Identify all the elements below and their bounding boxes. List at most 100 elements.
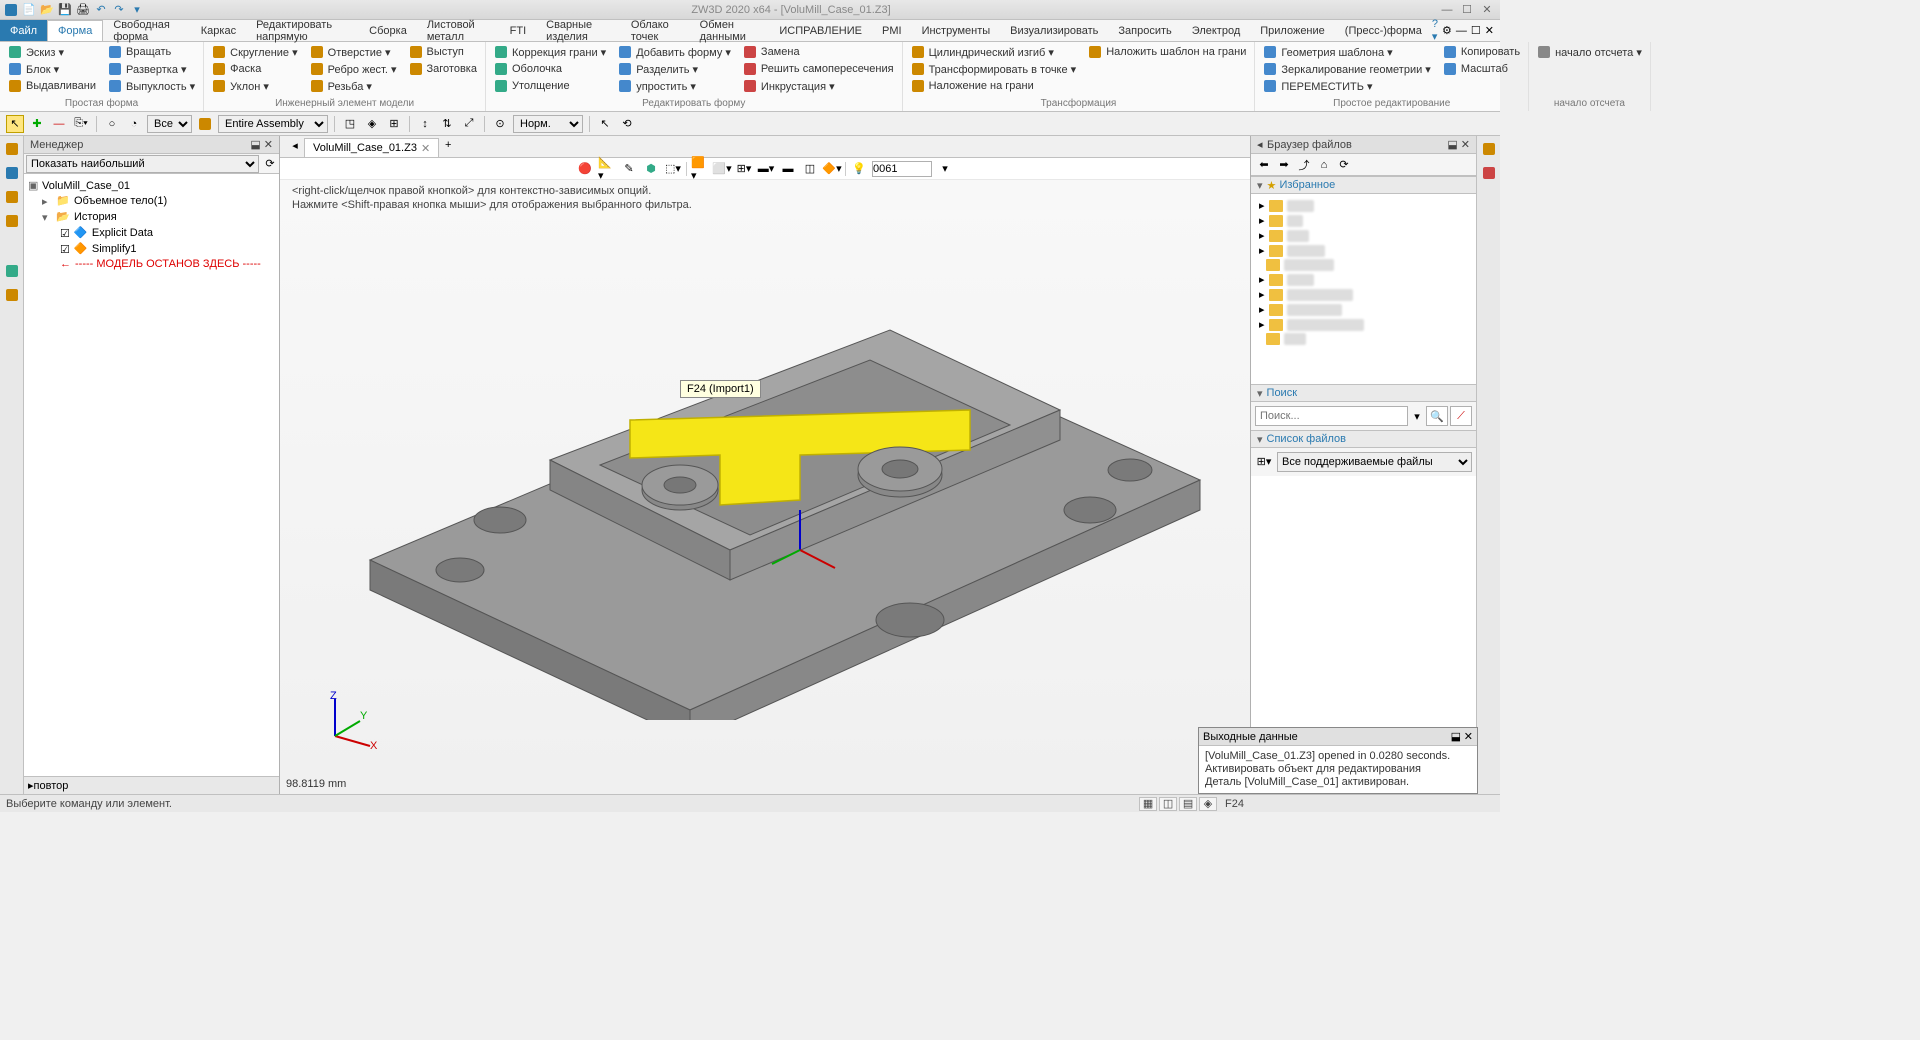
vt-icon[interactable]: ✎	[620, 160, 638, 178]
search-input[interactable]	[1255, 406, 1408, 426]
vt-icon[interactable]: ⬚▾	[664, 160, 682, 178]
tab-(пресс-)форма[interactable]: (Пресс-)форма	[1335, 20, 1432, 41]
tab-исправление[interactable]: ИСПРАВЛЕНИЕ	[769, 20, 872, 41]
search-section[interactable]: ▾Поиск	[1251, 384, 1476, 402]
mode-select[interactable]: Норм.	[513, 115, 583, 133]
left-footer[interactable]: ▸ повтор	[24, 776, 279, 794]
sphere-icon[interactable]: ◔	[125, 115, 143, 133]
ribbon-cmd[interactable]: Цилиндрический изгиб ▾	[909, 44, 1079, 60]
ribbon-cmd[interactable]: Коррекция грани ▾	[492, 44, 608, 60]
vt-icon[interactable]: ◫	[801, 160, 819, 178]
panel-pin-icon[interactable]: ⬓ ✕	[250, 138, 273, 151]
ribbon-cmd[interactable]: Выступ	[407, 44, 479, 60]
vt-icon[interactable]: ▬	[779, 160, 797, 178]
mdi-close-icon[interactable]: ✕	[1485, 24, 1494, 37]
tab-форма[interactable]: Форма	[47, 20, 103, 41]
sb-icon[interactable]: ▤	[1179, 797, 1197, 811]
vt-icon[interactable]: ⬢	[642, 160, 660, 178]
sb-icon[interactable]: ▦	[1139, 797, 1157, 811]
ribbon-cmd[interactable]: Копировать	[1441, 44, 1522, 60]
save-icon[interactable]: 💾	[58, 3, 72, 17]
tree-stop[interactable]: ←----- МОДЕЛЬ ОСТАНОВ ЗДЕСЬ -----	[28, 257, 275, 271]
right-icon-2[interactable]	[1480, 164, 1498, 182]
tree-item[interactable]: ☑🔶Simplify1	[28, 241, 275, 257]
ribbon-cmd[interactable]: Резьба ▾	[308, 78, 399, 94]
fav-section[interactable]: ▾★ Избранное	[1251, 176, 1476, 194]
tab-каркас[interactable]: Каркас	[191, 20, 246, 41]
ribbon-cmd[interactable]: Уклон ▾	[210, 78, 299, 94]
vt-icon[interactable]: ⊞▾	[735, 160, 753, 178]
tab-fti[interactable]: FTI	[500, 20, 537, 41]
search-clear-icon[interactable]: ⟋	[1450, 406, 1472, 426]
tab-инструменты[interactable]: Инструменты	[912, 20, 1001, 41]
ribbon-cmd[interactable]: Заготовка	[407, 61, 479, 77]
viewport-3d[interactable]: <right-click/щелчок правой кнопкой> для …	[280, 180, 1250, 794]
ribbon-cmd[interactable]: Масштаб	[1441, 61, 1522, 77]
vt-icon[interactable]: ⬜▾	[713, 160, 731, 178]
view-mode-icon[interactable]: ⊞▾	[1255, 452, 1273, 470]
ribbon-cmd[interactable]: Выпуклость ▾	[106, 78, 197, 94]
mdi-min-icon[interactable]: —	[1456, 25, 1467, 37]
cursor-icon[interactable]: ↖	[6, 115, 24, 133]
ribbon-cmd[interactable]: Решить самопересечения	[741, 61, 896, 77]
filelist-section[interactable]: ▾Список файлов	[1251, 430, 1476, 448]
ribbon-cmd[interactable]: Выдавливани	[6, 78, 98, 94]
tb-icon-1[interactable]: ◳	[341, 115, 359, 133]
tb-icon-8[interactable]: ↖	[596, 115, 614, 133]
output-pin-icon[interactable]: ⬓	[1451, 730, 1461, 743]
ribbon-cmd[interactable]: Геометрия шаблона ▾	[1261, 44, 1432, 60]
tab-приложение[interactable]: Приложение	[1250, 20, 1335, 41]
tb-icon-3[interactable]: ⊞	[385, 115, 403, 133]
tab-электрод[interactable]: Электрод	[1182, 20, 1250, 41]
tree-history[interactable]: ▾📂История	[28, 209, 275, 225]
file-tree[interactable]: ▸xxxxx ▸xxx ▸xxxx ▸xxxxxxx xxxxxxxxx ▸xx…	[1251, 194, 1476, 384]
ribbon-cmd[interactable]: Вращать	[106, 44, 197, 60]
filetype-select[interactable]: Все поддерживаемые файлы	[1277, 452, 1472, 472]
ribbon-cmd[interactable]: Эскиз ▾	[6, 44, 98, 60]
left-icon-1[interactable]	[3, 140, 21, 158]
right-icon-1[interactable]	[1480, 140, 1498, 158]
back-icon[interactable]: ⬅	[1255, 156, 1273, 174]
copy-icon[interactable]: ⎘▾	[72, 115, 90, 133]
ribbon-cmd[interactable]: Скругление ▾	[210, 44, 299, 60]
open-icon[interactable]: 📂	[40, 3, 54, 17]
vt-icon[interactable]: 🟧▾	[691, 160, 709, 178]
left-icon-6[interactable]	[3, 286, 21, 304]
vt-icon[interactable]: 📐▾	[598, 160, 616, 178]
ribbon-cmd[interactable]: Отверстие ▾	[308, 44, 399, 60]
ribbon-cmd[interactable]: Добавить форму ▾	[616, 44, 733, 60]
ribbon-cmd[interactable]: Трансформировать в точке ▾	[909, 61, 1079, 77]
vt-icon[interactable]: 🔶▾	[823, 160, 841, 178]
ribbon-cmd[interactable]: Замена	[741, 44, 896, 60]
vt-icon[interactable]: ▬▾	[757, 160, 775, 178]
filter2-select[interactable]: Entire Assembly	[218, 115, 328, 133]
vt-icon[interactable]: 💡	[850, 160, 868, 178]
ribbon-cmd[interactable]: упростить ▾	[616, 78, 733, 94]
tab-сварные изделия[interactable]: Сварные изделия	[536, 20, 621, 41]
tab-обмен данными[interactable]: Обмен данными	[690, 20, 770, 41]
panel-pin-icon[interactable]: ⬓ ✕	[1447, 138, 1470, 151]
output-close-icon[interactable]: ✕	[1464, 730, 1473, 743]
tb-icon-9[interactable]: ⟲	[618, 115, 636, 133]
vt-icon[interactable]: ▾	[936, 160, 954, 178]
left-icon-5[interactable]	[3, 262, 21, 280]
doc-tab[interactable]: VoluMill_Case_01.Z3 ✕	[304, 138, 439, 157]
tab-prev-icon[interactable]: ◂	[286, 136, 304, 154]
tb-icon-6[interactable]: ⤢	[460, 115, 478, 133]
fwd-icon[interactable]: ➡	[1275, 156, 1293, 174]
circle-icon[interactable]: ○	[103, 115, 121, 133]
ribbon-cmd[interactable]: Оболочка	[492, 61, 608, 77]
ribbon-cmd[interactable]: Инкрустация ▾	[741, 78, 896, 94]
ribbon-cmd[interactable]: Фаска	[210, 61, 299, 77]
tab-close-icon[interactable]: ✕	[421, 142, 430, 155]
ribbon-cmd[interactable]: Наложение на грани	[909, 78, 1079, 94]
sb-icon[interactable]: ◫	[1159, 797, 1177, 811]
ribbon-cmd[interactable]: Блок ▾	[6, 61, 98, 77]
show-mode-select[interactable]: Показать наибольший	[26, 155, 259, 173]
close-icon[interactable]: ✕	[1478, 3, 1496, 17]
left-icon-2[interactable]	[3, 164, 21, 182]
tab-редактировать напрямую[interactable]: Редактировать напрямую	[246, 20, 359, 41]
tree-body[interactable]: ▸📁Объемное тело(1)	[28, 193, 275, 209]
search-button[interactable]: 🔍	[1426, 406, 1448, 426]
minus-icon[interactable]: —	[50, 115, 68, 133]
